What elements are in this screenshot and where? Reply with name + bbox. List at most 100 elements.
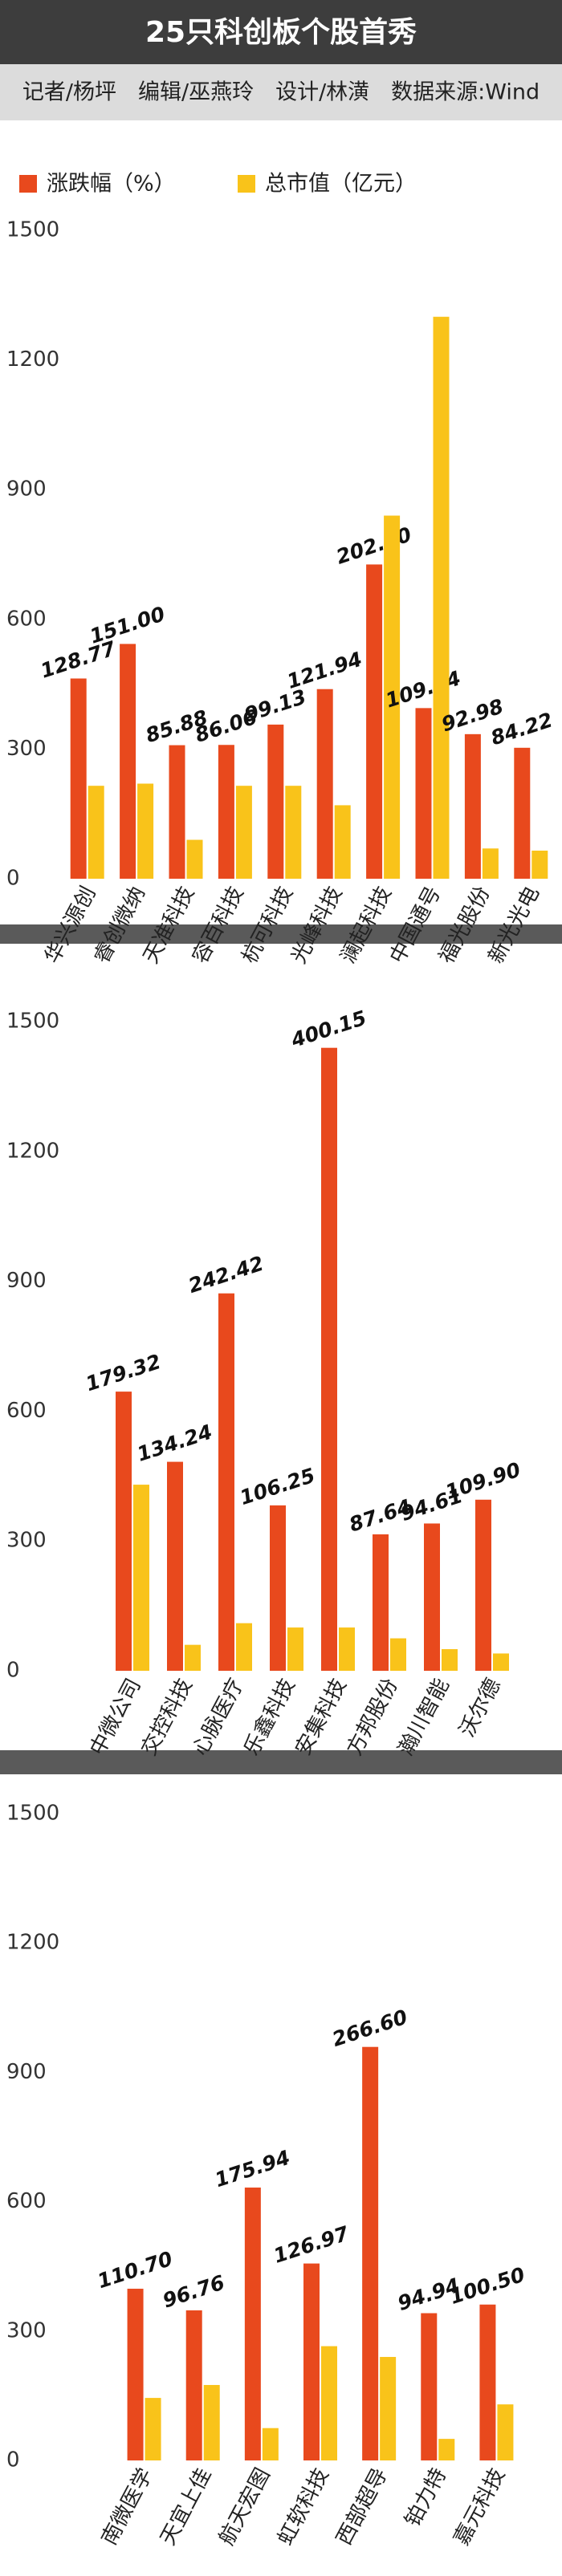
bar: [479, 2304, 496, 2460]
bar: [186, 839, 203, 879]
x-tick-label: 嘉元科技: [450, 2464, 510, 2550]
y-tick-label: 900: [6, 1269, 47, 1293]
value-label: 99.13: [242, 685, 309, 726]
bar: [339, 1627, 355, 1671]
bar: [321, 2346, 337, 2460]
x-tick-label: 铂力特: [401, 2464, 451, 2531]
bar: [366, 564, 383, 879]
bar: [169, 745, 185, 879]
y-tick-label: 600: [6, 607, 47, 631]
chart-title: 25只科创板个股首秀: [145, 16, 417, 49]
bar: [235, 786, 252, 879]
bar: [244, 2187, 261, 2460]
bar: [464, 733, 481, 879]
bar: [415, 708, 432, 879]
value-label: 400.15: [287, 1006, 369, 1053]
value-label: 126.97: [271, 2221, 352, 2268]
bar: [316, 689, 333, 879]
separator: [0, 924, 562, 944]
value-label: 151.00: [87, 602, 168, 648]
bar: [70, 678, 87, 879]
y-tick-label: 1500: [6, 1010, 59, 1034]
y-tick-label: 0: [6, 2448, 20, 2472]
y-tick-label: 600: [6, 1399, 47, 1423]
legend-swatch: [19, 175, 37, 193]
x-tick-label: 瀚川智能: [393, 1675, 454, 1760]
bar: [433, 316, 450, 879]
bar: [167, 1461, 183, 1671]
legend-label: 涨跌幅（%）: [47, 172, 176, 197]
bar: [497, 2404, 514, 2460]
value-label: 242.42: [185, 1252, 267, 1298]
bar: [475, 1499, 491, 1671]
legend-swatch: [238, 175, 255, 193]
bar: [438, 2439, 455, 2460]
bar: [133, 1485, 149, 1671]
bar: [380, 2357, 397, 2460]
bar: [88, 786, 104, 879]
value-label: 202.10: [333, 522, 414, 568]
bar: [303, 2263, 320, 2460]
bar: [421, 2313, 438, 2460]
x-tick-label: 南微医学: [97, 2464, 157, 2550]
y-tick-label: 900: [6, 477, 47, 502]
bar: [493, 1653, 509, 1671]
bar: [362, 2046, 379, 2460]
value-label: 100.50: [447, 2263, 528, 2309]
bar: [127, 2289, 144, 2460]
legend-label: 总市值（亿元）: [265, 172, 417, 197]
bar: [218, 1293, 234, 1671]
bar: [116, 1392, 132, 1671]
value-label: 121.94: [284, 648, 365, 693]
bar: [285, 786, 302, 879]
y-tick-label: 900: [6, 2060, 47, 2084]
y-tick-label: 1500: [6, 1802, 59, 1826]
value-label: 134.24: [134, 1420, 215, 1465]
bar: [531, 850, 548, 879]
bar: [334, 805, 351, 879]
bar: [145, 2398, 161, 2460]
bar: [218, 745, 234, 879]
y-tick-label: 1200: [6, 1931, 59, 1955]
bar: [442, 1649, 458, 1671]
bar: [482, 848, 499, 879]
bar: [262, 2428, 279, 2460]
value-label: 110.70: [95, 2247, 176, 2293]
x-tick-label: 虹软科技: [273, 2464, 333, 2550]
bar: [287, 1627, 303, 1671]
y-tick-label: 600: [6, 2189, 47, 2213]
separator: [0, 1750, 562, 1774]
y-tick-label: 0: [6, 867, 20, 891]
bar: [390, 1638, 406, 1671]
x-tick-label: 沃尔德: [455, 1675, 506, 1741]
bar: [267, 724, 284, 879]
y-tick-label: 300: [6, 1529, 47, 1553]
value-label: 179.32: [83, 1350, 164, 1396]
bar: [514, 747, 531, 879]
bar: [137, 783, 154, 879]
title-band: [0, 0, 562, 64]
bar: [120, 644, 136, 879]
credits-band: [0, 64, 562, 120]
credits: 记者/杨坪 编辑/巫燕玲 设计/林潢 数据来源:Wind: [22, 80, 540, 105]
bar: [373, 1534, 389, 1671]
bar: [185, 1644, 201, 1671]
y-tick-label: 0: [6, 1659, 20, 1683]
x-tick-label: 天宜上佳: [156, 2464, 216, 2550]
bar: [384, 515, 401, 879]
x-tick-label: 西部超导: [332, 2464, 393, 2550]
y-tick-label: 300: [6, 2318, 47, 2342]
bar: [203, 2384, 220, 2460]
y-tick-label: 1200: [6, 1139, 59, 1163]
bar: [236, 1623, 252, 1671]
y-tick-label: 300: [6, 737, 47, 761]
bar: [424, 1523, 440, 1671]
y-tick-label: 1500: [6, 218, 59, 242]
value-label: 266.60: [329, 2005, 410, 2051]
value-label: 106.25: [237, 1464, 318, 1509]
value-label: 175.94: [212, 2146, 293, 2192]
value-label: 96.76: [160, 2271, 227, 2313]
bar: [185, 2310, 202, 2460]
bar: [321, 1047, 337, 1671]
